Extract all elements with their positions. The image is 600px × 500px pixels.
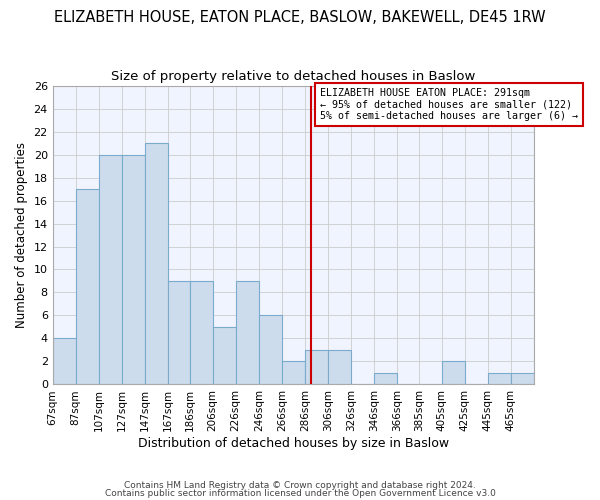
Text: Contains HM Land Registry data © Crown copyright and database right 2024.: Contains HM Land Registry data © Crown c… — [124, 481, 476, 490]
Bar — [282, 362, 305, 384]
Bar — [190, 281, 212, 384]
Text: Contains public sector information licensed under the Open Government Licence v3: Contains public sector information licen… — [104, 488, 496, 498]
Bar — [122, 154, 145, 384]
Bar — [53, 338, 76, 384]
Text: ELIZABETH HOUSE, EATON PLACE, BASLOW, BAKEWELL, DE45 1RW: ELIZABETH HOUSE, EATON PLACE, BASLOW, BA… — [54, 10, 546, 25]
Bar — [374, 373, 397, 384]
Bar — [76, 189, 99, 384]
Bar — [145, 143, 168, 384]
Bar — [99, 154, 122, 384]
Y-axis label: Number of detached properties: Number of detached properties — [15, 142, 28, 328]
Text: ELIZABETH HOUSE EATON PLACE: 291sqm
← 95% of detached houses are smaller (122)
5: ELIZABETH HOUSE EATON PLACE: 291sqm ← 95… — [320, 88, 578, 121]
Bar — [236, 281, 259, 384]
Bar — [442, 362, 465, 384]
Bar — [488, 373, 511, 384]
Bar — [328, 350, 351, 384]
Bar — [212, 327, 236, 384]
Title: Size of property relative to detached houses in Baslow: Size of property relative to detached ho… — [111, 70, 475, 83]
Bar — [168, 281, 190, 384]
X-axis label: Distribution of detached houses by size in Baslow: Distribution of detached houses by size … — [138, 437, 449, 450]
Bar — [305, 350, 328, 384]
Bar — [259, 316, 282, 384]
Bar — [511, 373, 534, 384]
